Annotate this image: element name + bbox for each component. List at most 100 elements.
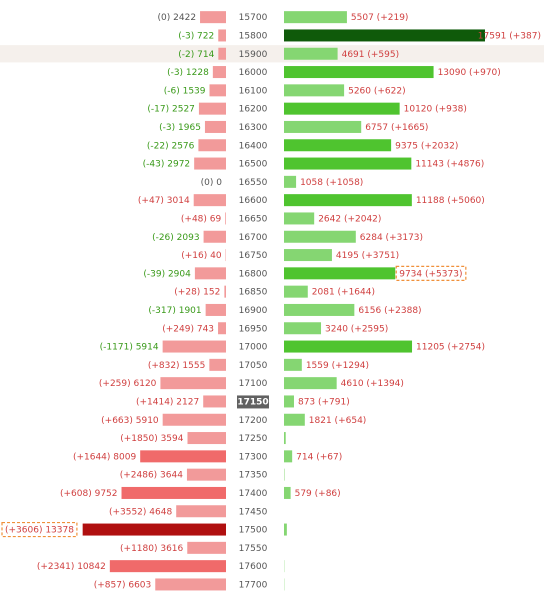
put-bar	[224, 285, 226, 298]
call-bar	[284, 194, 412, 207]
put-label: (+1414) 2127	[136, 397, 199, 407]
put-label: (+857) 6603	[94, 580, 152, 590]
strike-label: 16550	[239, 178, 268, 188]
put-label: (-43) 2972	[143, 160, 191, 170]
strike-label: 17350	[239, 471, 268, 481]
call-bar	[284, 267, 396, 280]
put-bar	[186, 468, 226, 481]
put-bar	[218, 47, 226, 60]
put-label: (-26) 2093	[152, 233, 200, 243]
call-label: 2081 (+1644)	[312, 288, 375, 298]
put-bar	[109, 560, 226, 573]
strike-label: 17000	[239, 343, 268, 353]
put-label: (+249) 743	[162, 324, 214, 334]
call-label: 13090 (+970)	[438, 68, 501, 78]
call-highlight-box	[395, 265, 467, 281]
strike-label: 16500	[239, 160, 268, 170]
call-bar	[284, 486, 291, 499]
put-label: (+832) 1555	[148, 361, 206, 371]
call-label: 5260 (+622)	[348, 86, 406, 96]
call-bar	[284, 340, 413, 353]
strike-label: 16400	[239, 141, 268, 151]
put-label: (-2) 714	[178, 50, 214, 60]
put-label: (-6) 1539	[164, 86, 206, 96]
call-bar	[284, 212, 315, 225]
put-bar	[200, 11, 226, 24]
call-bar	[284, 322, 322, 335]
put-bar	[140, 450, 226, 463]
call-label: 2642 (+2042)	[318, 214, 381, 224]
call-label: 4691 (+595)	[342, 50, 400, 60]
call-bar	[284, 139, 392, 152]
put-label: (+16) 40	[181, 251, 222, 261]
put-bar	[203, 395, 226, 408]
put-bar	[209, 84, 226, 97]
put-label: (+608) 9752	[60, 489, 118, 499]
put-bar	[82, 523, 227, 536]
put-label: (+1180) 3616	[120, 544, 184, 554]
strike-label: 16850	[239, 288, 268, 298]
put-label: (-3) 722	[178, 31, 214, 41]
call-bar	[284, 358, 302, 371]
strike-label: 15800	[239, 31, 268, 41]
put-bar	[121, 486, 226, 499]
call-label: 714 (+67)	[296, 452, 342, 462]
call-label: 6156 (+2388)	[358, 306, 421, 316]
call-bar	[284, 413, 305, 426]
strike-label: 17300	[239, 452, 268, 462]
strike-label: 16800	[239, 269, 268, 279]
call-label: 4195 (+3751)	[336, 251, 399, 261]
put-label: (-17) 2527	[147, 105, 195, 115]
call-label: 1058 (+1058)	[300, 178, 363, 188]
strike-label: 16950	[239, 324, 268, 334]
put-label: (-39) 2904	[143, 269, 191, 279]
strike-label: 17200	[239, 416, 268, 426]
put-label: (-22) 2576	[147, 141, 195, 151]
call-bar	[284, 47, 338, 60]
call-label: 873 (+791)	[298, 397, 350, 407]
call-bar	[284, 11, 347, 24]
put-label: (+3606) 13378	[5, 526, 74, 536]
strike-label: 17400	[239, 489, 268, 499]
call-label: 9734 (+5373)	[399, 269, 462, 279]
call-label: 1821 (+654)	[309, 416, 367, 426]
call-label: 579 (+86)	[295, 489, 341, 499]
call-bar	[284, 450, 293, 463]
call-label: 3240 (+2595)	[325, 324, 388, 334]
put-label: (+2486) 3644	[120, 471, 184, 481]
strike-label: 16750	[239, 251, 268, 261]
call-label: 9375 (+2032)	[395, 141, 458, 151]
call-bar	[284, 249, 332, 262]
strike-label: 16000	[239, 68, 268, 78]
strike-label: 16300	[239, 123, 268, 133]
put-label: (-1171) 5914	[100, 343, 159, 353]
highlight-row-band	[0, 45, 544, 63]
strike-label: 16600	[239, 196, 268, 206]
call-bar	[284, 285, 308, 298]
put-bar	[212, 66, 226, 79]
call-label: 5507 (+219)	[351, 13, 409, 23]
put-label: (+259) 6120	[99, 379, 157, 389]
put-label: (0) 0	[201, 178, 223, 188]
call-bar	[284, 230, 356, 243]
call-bar	[284, 157, 412, 170]
strike-label: 16700	[239, 233, 268, 243]
put-label: (+2341) 10842	[37, 562, 106, 572]
put-bar	[209, 358, 226, 371]
put-label: (0) 2422	[158, 13, 197, 23]
put-label: (+663) 5910	[101, 416, 159, 426]
call-bar	[284, 395, 294, 408]
call-bar	[284, 120, 362, 133]
put-highlight-box	[1, 521, 78, 538]
call-label: 4610 (+1394)	[341, 379, 404, 389]
put-label: (-3) 1965	[159, 123, 201, 133]
put-label: (+47) 3014	[138, 196, 190, 206]
put-label: (+1644) 8009	[73, 452, 137, 462]
strike-label: 17550	[239, 544, 268, 554]
strike-label: 16650	[239, 214, 268, 224]
strike-label: 17600	[239, 562, 268, 572]
put-bar	[193, 194, 226, 207]
strike-label: 17150	[237, 397, 268, 407]
call-bar	[284, 175, 297, 188]
strike-label: 17050	[239, 361, 268, 371]
